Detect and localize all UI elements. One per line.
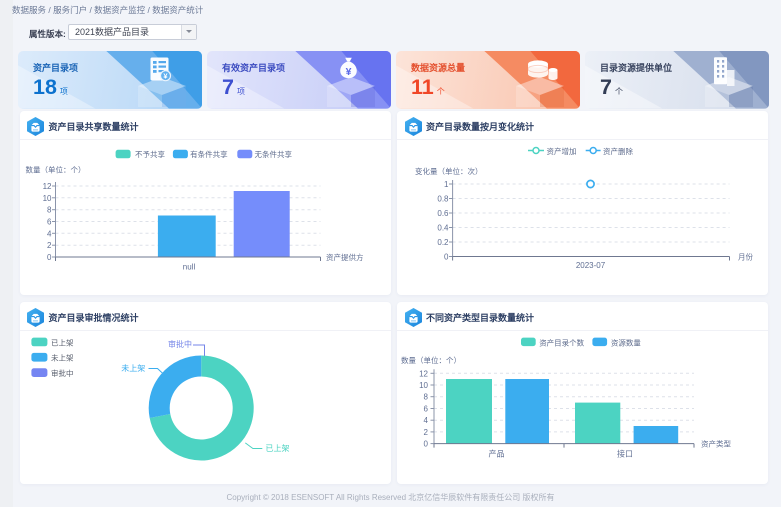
svg-text:2: 2 — [47, 241, 52, 250]
svg-text:数量（单位：个）: 数量（单位：个） — [401, 355, 461, 365]
svg-text:无条件共享: 无条件共享 — [254, 149, 292, 159]
svg-text:2023-07: 2023-07 — [576, 261, 606, 270]
svg-text:不予共享: 不予共享 — [135, 149, 165, 159]
svg-text:10: 10 — [419, 381, 428, 390]
svg-text:12: 12 — [42, 182, 51, 191]
svg-text:0: 0 — [47, 253, 52, 262]
svg-text:6: 6 — [47, 218, 52, 227]
svg-text:未上架: 未上架 — [121, 363, 145, 373]
svg-text:资产增加: 资产增加 — [547, 146, 577, 156]
svg-text:12: 12 — [419, 369, 428, 378]
svg-text:10: 10 — [42, 194, 51, 203]
svg-text:资产类型: 资产类型 — [701, 439, 731, 449]
svg-text:0.6: 0.6 — [437, 209, 449, 218]
svg-text:0: 0 — [444, 253, 449, 262]
svg-text:1: 1 — [444, 180, 449, 189]
svg-text:已上架: 已上架 — [51, 338, 74, 347]
svg-text:月份: 月份 — [738, 252, 753, 262]
svg-text:接口: 接口 — [617, 449, 633, 459]
svg-text:¥: ¥ — [346, 66, 352, 78]
svg-text:0.4: 0.4 — [437, 224, 449, 233]
svg-text:4: 4 — [47, 229, 52, 238]
svg-text:0.2: 0.2 — [437, 238, 449, 247]
svg-text:0.8: 0.8 — [437, 195, 449, 204]
svg-text:资产提供方: 资产提供方 — [326, 252, 364, 262]
svg-text:8: 8 — [424, 393, 429, 402]
svg-text:资产目录个数: 资产目录个数 — [539, 337, 584, 347]
svg-text:审批中: 审批中 — [51, 368, 74, 378]
svg-text:0: 0 — [424, 440, 429, 449]
svg-text:已上架: 已上架 — [265, 444, 289, 453]
svg-text:变化量（单位：次）: 变化量（单位：次） — [415, 166, 483, 176]
svg-text:null: null — [182, 263, 195, 272]
svg-text:资产删除: 资产删除 — [603, 146, 633, 156]
svg-text:产品: 产品 — [489, 449, 505, 459]
svg-text:8: 8 — [47, 206, 52, 215]
svg-text:4: 4 — [424, 416, 429, 425]
svg-text:未上架: 未上架 — [51, 353, 74, 363]
svg-text:6: 6 — [424, 405, 429, 414]
svg-text:2: 2 — [424, 428, 429, 437]
svg-text:资源数量: 资源数量 — [611, 337, 641, 347]
svg-text:数量（单位：个）: 数量（单位：个） — [25, 165, 85, 175]
svg-text:¥: ¥ — [163, 72, 168, 81]
svg-text:有条件共享: 有条件共享 — [190, 149, 228, 159]
svg-text:审批中: 审批中 — [168, 339, 192, 349]
